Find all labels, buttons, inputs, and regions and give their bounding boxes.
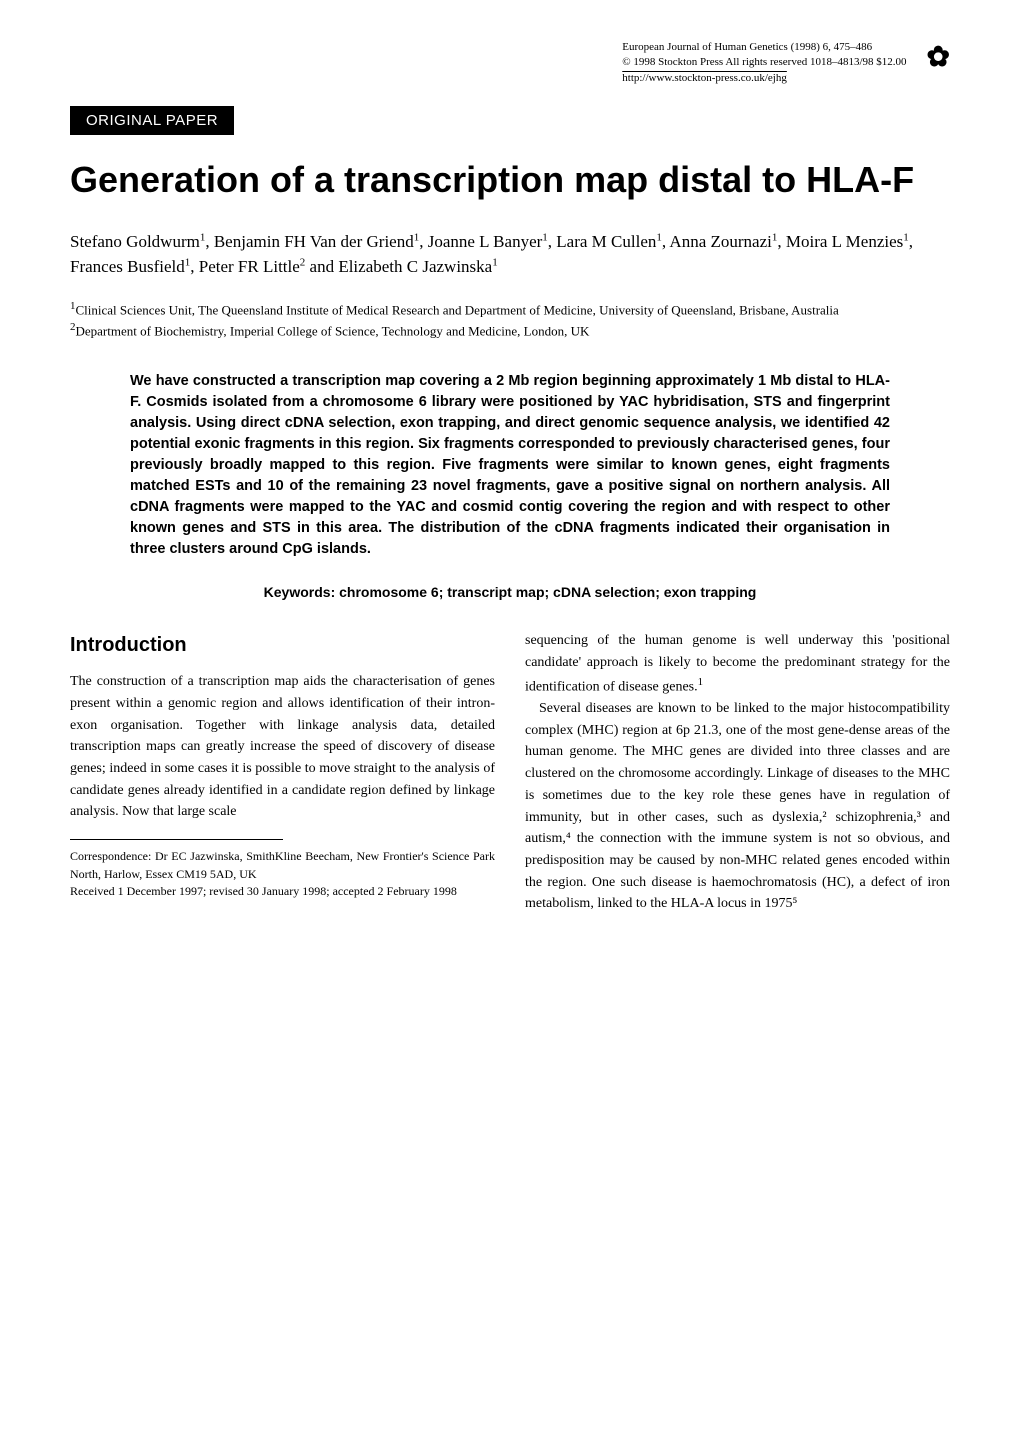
affiliation-1: 1Clinical Sciences Unit, The Queensland … <box>70 298 950 320</box>
intro-para-2: sequencing of the human genome is well u… <box>525 630 950 698</box>
intro-para-3: Several diseases are known to be linked … <box>525 698 950 915</box>
journal-info: European Journal of Human Genetics (1998… <box>622 40 906 86</box>
abstract-text: We have constructed a transcription map … <box>130 371 890 560</box>
correspondence-dates: Received 1 December 1997; revised 30 Jan… <box>70 883 495 900</box>
keywords-line: Keywords: chromosome 6; transcript map; … <box>70 584 950 600</box>
copyright-line: © 1998 Stockton Press All rights reserve… <box>622 55 906 70</box>
affiliation-2: 2Department of Biochemistry, Imperial Co… <box>70 319 950 341</box>
correspondence-divider <box>70 839 283 840</box>
body-columns: Introduction The construction of a trans… <box>70 630 950 915</box>
affiliations: 1Clinical Sciences Unit, The Queensland … <box>70 298 950 342</box>
correspondence-block: Correspondence: Dr EC Jazwinska, SmithKl… <box>70 848 495 900</box>
article-title: Generation of a transcription map distal… <box>70 159 950 200</box>
correspondence-address: Correspondence: Dr EC Jazwinska, SmithKl… <box>70 848 495 883</box>
right-column: sequencing of the human genome is well u… <box>525 630 950 915</box>
section-label: ORIGINAL PAPER <box>70 106 234 135</box>
left-column: Introduction The construction of a trans… <box>70 630 495 915</box>
publisher-logo-icon: ✿ <box>927 40 950 74</box>
journal-url: http://www.stockton-press.co.uk/ejhg <box>622 71 906 86</box>
journal-line: European Journal of Human Genetics (1998… <box>622 40 906 55</box>
introduction-heading: Introduction <box>70 630 495 661</box>
intro-para-1: The construction of a transcription map … <box>70 671 495 823</box>
authors-list: Stefano Goldwurm1, Benjamin FH Van der G… <box>70 229 950 280</box>
page-header: European Journal of Human Genetics (1998… <box>70 40 950 86</box>
